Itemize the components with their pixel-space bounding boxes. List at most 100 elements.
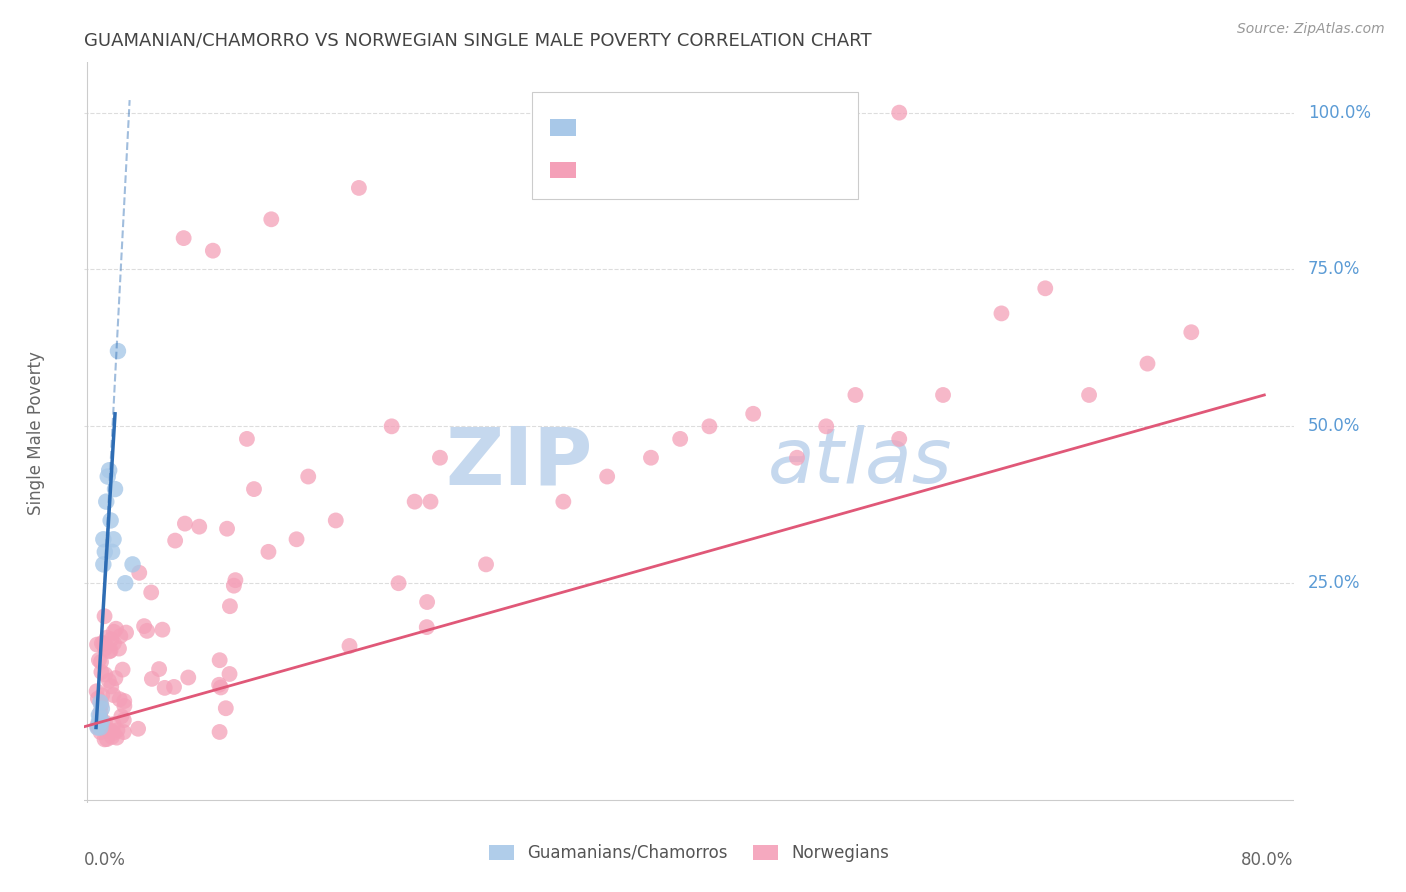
Point [115,625,138,640]
Point [93,533,115,547]
Point [188,519,211,533]
Point [128,566,150,580]
Point [165,533,187,548]
Point [97,673,120,688]
Point [127,722,149,736]
Point [699,105,721,120]
Text: Source: ZipAtlas.com: Source: ZipAtlas.com [1237,22,1385,37]
Point [844,388,866,402]
Point [96,631,118,645]
Point [86,684,108,698]
Point [699,419,721,434]
Point [100,723,122,738]
Point [111,663,134,677]
Text: 100.0%: 100.0% [1308,103,1371,121]
Point [932,388,955,402]
Point [339,639,361,653]
Point [100,513,122,527]
Point [174,516,197,531]
Point [97,723,120,738]
Point [89,721,111,735]
Point [93,732,115,747]
Point [94,641,117,656]
Point [208,653,231,667]
Point [429,450,451,465]
Point [90,719,112,733]
Point [201,244,224,258]
Point [90,636,112,650]
Point [404,494,426,508]
Text: N =: N = [707,161,749,178]
Point [236,432,259,446]
Point [89,695,111,709]
Point [285,533,308,547]
Point [416,620,439,634]
Point [222,579,245,593]
Point [260,212,283,227]
Point [97,469,120,483]
Text: 0.602: 0.602 [643,119,700,136]
Point [90,701,112,715]
Point [98,463,121,477]
Text: 50.0%: 50.0% [1308,417,1361,435]
Point [112,713,135,727]
Point [347,181,370,195]
Text: 106: 106 [759,161,797,178]
Text: R =: R = [589,119,631,136]
Point [103,717,125,731]
Point [596,469,619,483]
Point [96,494,118,508]
Point [90,698,112,712]
Point [152,623,174,637]
Point [141,672,163,686]
Point [419,494,441,508]
Point [243,482,266,496]
Point [100,643,122,657]
Point [387,576,409,591]
Point [148,662,170,676]
Point [93,636,115,650]
Point [108,692,131,706]
Point [325,513,347,527]
Point [87,714,110,729]
Point [105,622,128,636]
Text: 0.0%: 0.0% [84,852,127,870]
Point [786,450,808,465]
Point [218,667,240,681]
Point [112,694,135,708]
Point [90,725,112,739]
Point [94,715,117,730]
Point [224,573,246,587]
Text: N =: N = [707,119,749,136]
Point [553,494,575,508]
Point [110,709,132,723]
FancyBboxPatch shape [550,120,576,136]
Point [91,688,114,702]
Point [100,632,122,647]
Point [112,698,135,713]
Point [87,708,110,723]
Point [815,419,838,434]
Point [93,609,115,624]
Point [107,723,129,738]
Point [103,533,125,547]
Point [215,522,238,536]
Point [475,558,498,572]
Point [96,732,118,747]
Point [669,432,692,446]
Point [90,705,112,719]
Point [86,718,108,732]
Point [86,721,108,735]
Point [1136,357,1159,371]
Point [90,665,112,679]
Point [104,671,127,685]
Text: 75.0%: 75.0% [1308,260,1361,278]
Point [209,681,232,695]
Point [89,718,111,732]
Point [100,680,122,694]
Point [742,407,765,421]
Point [121,558,143,572]
Point [132,619,155,633]
Point [110,629,132,643]
Point [215,701,238,715]
